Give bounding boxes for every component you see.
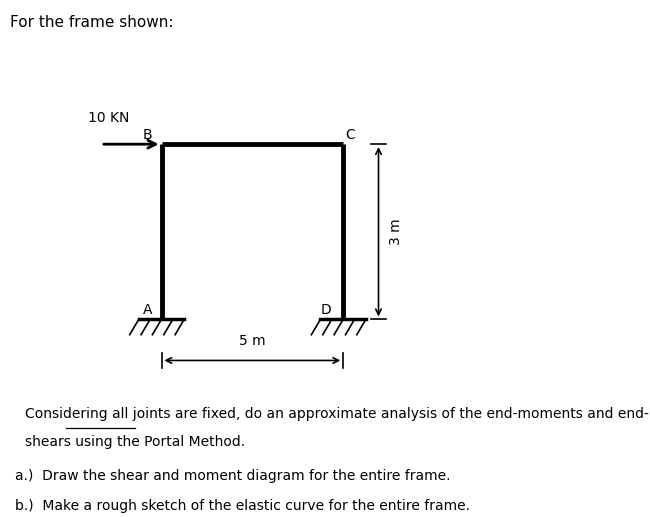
Text: Considering all joints are fixed, do an approximate analysis of the end-moments : Considering all joints are fixed, do an …	[25, 407, 649, 421]
Text: A: A	[143, 302, 152, 317]
Text: 3 m: 3 m	[389, 218, 402, 245]
Text: B: B	[143, 128, 152, 142]
Text: For the frame shown:: For the frame shown:	[10, 16, 174, 31]
Text: b.)  Make a rough sketch of the elastic curve for the entire frame.: b.) Make a rough sketch of the elastic c…	[15, 499, 470, 513]
Text: C: C	[346, 128, 356, 142]
Text: shears using the Portal Method.: shears using the Portal Method.	[25, 435, 245, 449]
Text: 5 m: 5 m	[239, 333, 266, 347]
Text: 10 KN: 10 KN	[88, 111, 129, 125]
Text: a.)  Draw the shear and moment diagram for the entire frame.: a.) Draw the shear and moment diagram fo…	[15, 468, 450, 482]
Text: D: D	[321, 302, 332, 317]
